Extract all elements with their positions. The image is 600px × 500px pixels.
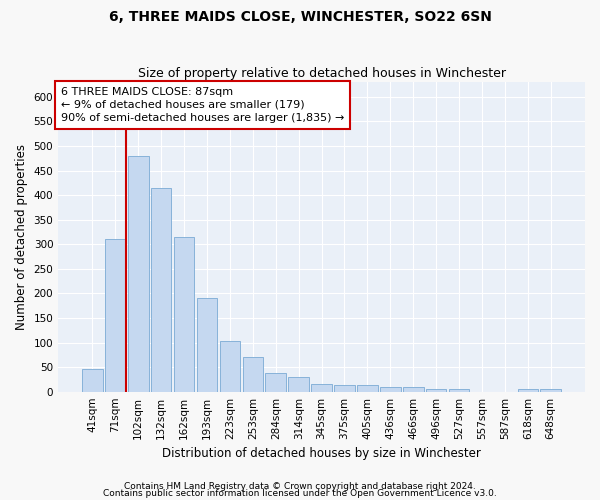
Bar [151,188,172,392]
Bar [174,237,194,392]
Bar [289,377,309,392]
Bar [334,386,355,392]
Bar [380,387,401,392]
Bar [220,341,240,392]
Bar [105,239,125,392]
Y-axis label: Number of detached properties: Number of detached properties [15,144,28,330]
Text: Contains public sector information licensed under the Open Government Licence v3: Contains public sector information licen… [103,489,497,498]
Text: 6, THREE MAIDS CLOSE, WINCHESTER, SO22 6SN: 6, THREE MAIDS CLOSE, WINCHESTER, SO22 6… [109,10,491,24]
Bar [197,298,217,392]
Bar [449,389,469,392]
Bar [518,389,538,392]
Bar [357,385,378,392]
Bar [311,384,332,392]
Bar [128,156,149,392]
Bar [426,388,446,392]
Text: Contains HM Land Registry data © Crown copyright and database right 2024.: Contains HM Land Registry data © Crown c… [124,482,476,491]
Bar [82,369,103,392]
Bar [541,389,561,392]
Text: 6 THREE MAIDS CLOSE: 87sqm
← 9% of detached houses are smaller (179)
90% of semi: 6 THREE MAIDS CLOSE: 87sqm ← 9% of detac… [61,86,344,123]
Bar [403,388,424,392]
Title: Size of property relative to detached houses in Winchester: Size of property relative to detached ho… [137,66,506,80]
X-axis label: Distribution of detached houses by size in Winchester: Distribution of detached houses by size … [162,447,481,460]
Bar [265,373,286,392]
Bar [242,358,263,392]
